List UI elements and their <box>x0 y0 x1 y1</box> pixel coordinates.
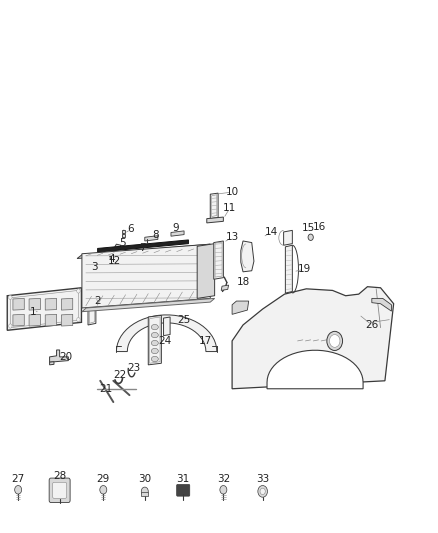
Polygon shape <box>232 287 394 389</box>
Polygon shape <box>82 244 210 308</box>
Polygon shape <box>77 244 210 259</box>
Polygon shape <box>49 350 68 362</box>
Circle shape <box>77 318 80 322</box>
Text: 9: 9 <box>172 223 179 233</box>
Polygon shape <box>13 314 24 326</box>
Circle shape <box>141 487 148 496</box>
Polygon shape <box>284 230 292 245</box>
Polygon shape <box>171 231 184 236</box>
Circle shape <box>77 289 80 293</box>
Ellipse shape <box>151 325 158 330</box>
Polygon shape <box>241 241 254 272</box>
Text: 20: 20 <box>59 352 72 362</box>
Polygon shape <box>122 234 125 237</box>
Ellipse shape <box>151 333 158 338</box>
Text: 18: 18 <box>237 278 250 287</box>
Text: 3: 3 <box>91 262 98 271</box>
Polygon shape <box>45 298 57 310</box>
Polygon shape <box>109 258 119 265</box>
Circle shape <box>220 486 227 494</box>
FancyBboxPatch shape <box>177 484 190 496</box>
Text: 13: 13 <box>226 232 239 243</box>
Polygon shape <box>7 288 81 330</box>
Text: 33: 33 <box>256 474 269 484</box>
Text: 8: 8 <box>152 230 159 240</box>
Circle shape <box>308 234 313 240</box>
Circle shape <box>100 486 107 494</box>
Text: 28: 28 <box>53 472 66 481</box>
Polygon shape <box>214 241 223 279</box>
Text: 15: 15 <box>302 223 315 233</box>
Polygon shape <box>49 362 54 365</box>
Polygon shape <box>210 193 218 219</box>
Circle shape <box>258 486 268 497</box>
Circle shape <box>260 488 265 495</box>
Text: 25: 25 <box>177 314 191 325</box>
Text: 7: 7 <box>139 243 146 253</box>
Text: 10: 10 <box>226 187 239 197</box>
Polygon shape <box>232 301 249 314</box>
Text: 22: 22 <box>113 370 126 381</box>
Polygon shape <box>122 230 125 233</box>
Polygon shape <box>163 317 170 336</box>
Text: 17: 17 <box>199 336 212 346</box>
Circle shape <box>329 335 340 348</box>
Polygon shape <box>207 217 223 223</box>
Text: 24: 24 <box>158 336 171 346</box>
Text: 14: 14 <box>265 227 278 237</box>
Polygon shape <box>29 298 40 310</box>
Polygon shape <box>197 244 215 298</box>
FancyBboxPatch shape <box>53 482 67 498</box>
Text: 27: 27 <box>11 474 25 484</box>
Polygon shape <box>61 314 73 326</box>
Ellipse shape <box>151 349 158 354</box>
Polygon shape <box>221 285 229 290</box>
Polygon shape <box>29 314 40 326</box>
Polygon shape <box>148 316 161 365</box>
Ellipse shape <box>151 341 158 346</box>
Text: 11: 11 <box>223 203 237 213</box>
Polygon shape <box>82 298 215 312</box>
Polygon shape <box>45 314 57 326</box>
Circle shape <box>9 324 12 328</box>
Text: 1: 1 <box>30 306 37 317</box>
Text: 21: 21 <box>99 384 112 394</box>
Polygon shape <box>372 298 392 311</box>
Text: 31: 31 <box>177 474 190 484</box>
FancyBboxPatch shape <box>49 478 70 503</box>
Text: 16: 16 <box>313 222 326 232</box>
Text: 4: 4 <box>109 254 115 263</box>
Text: 6: 6 <box>127 224 134 235</box>
Text: 32: 32 <box>217 474 230 484</box>
Polygon shape <box>117 315 217 352</box>
Circle shape <box>327 332 343 351</box>
Circle shape <box>9 295 12 300</box>
Text: 19: 19 <box>297 264 311 274</box>
Polygon shape <box>13 298 24 310</box>
Polygon shape <box>145 236 158 241</box>
Text: 23: 23 <box>127 362 141 373</box>
Circle shape <box>14 486 21 494</box>
Polygon shape <box>115 244 121 251</box>
Text: 26: 26 <box>365 320 378 330</box>
Text: 5: 5 <box>120 238 126 247</box>
Text: 12: 12 <box>108 256 121 266</box>
Text: 29: 29 <box>97 474 110 484</box>
Text: 30: 30 <box>138 474 152 484</box>
Polygon shape <box>61 298 73 310</box>
Polygon shape <box>98 240 188 252</box>
Ellipse shape <box>151 357 158 362</box>
Text: 2: 2 <box>94 296 101 306</box>
Polygon shape <box>267 350 363 389</box>
Polygon shape <box>286 245 292 293</box>
Bar <box>141 492 148 496</box>
Polygon shape <box>88 293 96 325</box>
